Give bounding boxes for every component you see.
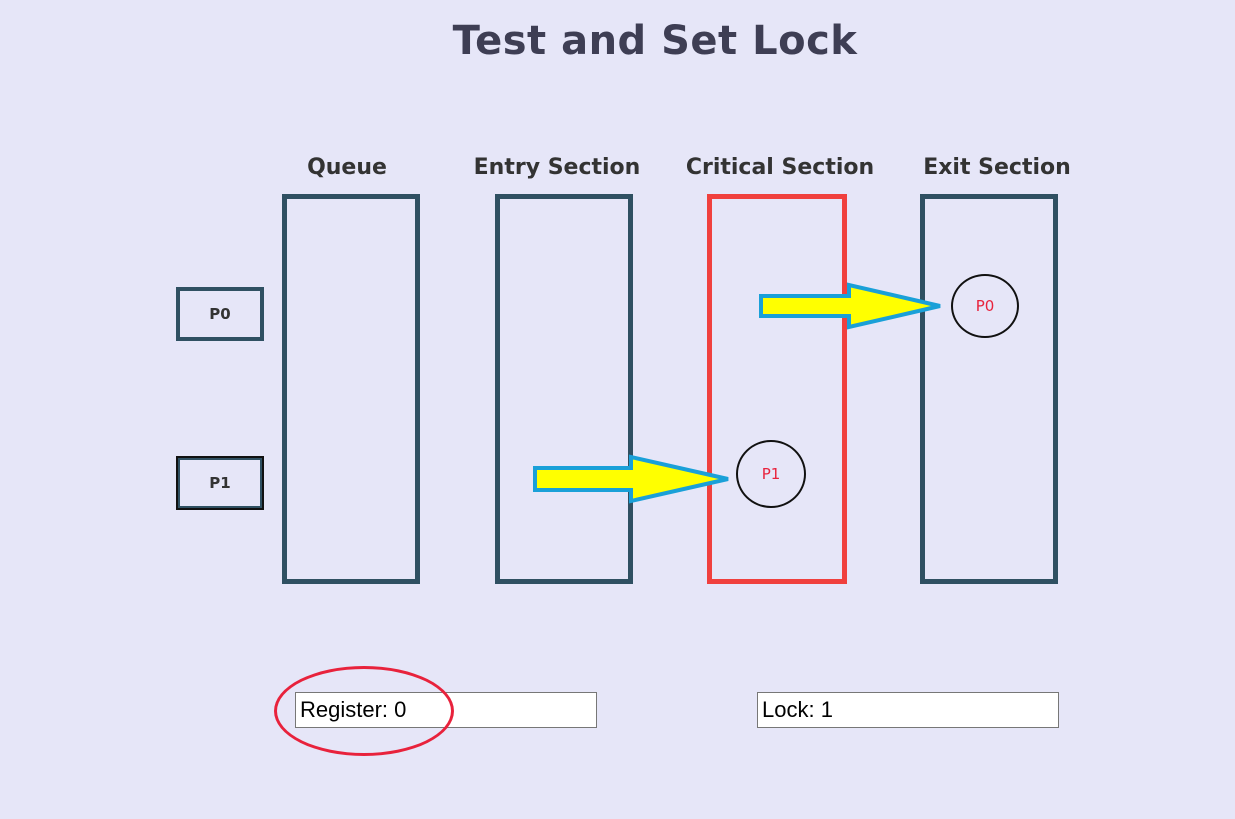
entry-section-heading: Entry Section: [473, 155, 641, 180]
p1-token: P1: [736, 440, 806, 508]
page-title: Test and Set Lock: [452, 18, 858, 64]
lock-readout: Lock: 1: [757, 692, 1059, 728]
p1-button[interactable]: P1: [176, 456, 264, 510]
register-readout: Register: 0: [295, 692, 597, 728]
arrow-entry-to-critical-icon: [533, 454, 729, 504]
queue-heading: Queue: [307, 155, 387, 180]
exit-section-box: [920, 194, 1058, 584]
queue-box: [282, 194, 420, 584]
p0-button[interactable]: P0: [176, 287, 264, 341]
entry-section-box: [495, 194, 633, 584]
arrow-critical-to-exit-icon: [759, 282, 941, 330]
p0-token: P0: [951, 274, 1019, 338]
critical-section-heading: Critical Section: [685, 155, 875, 180]
exit-section-heading: Exit Section: [923, 155, 1071, 180]
critical-section-box: [707, 194, 847, 584]
